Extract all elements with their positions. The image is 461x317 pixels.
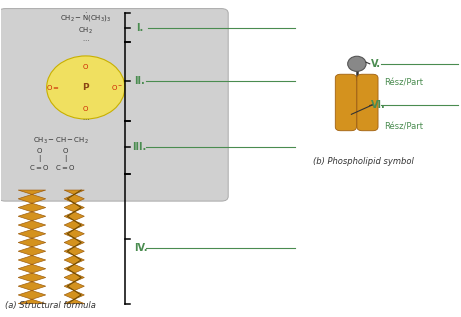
Text: $\sf{O{=}}$: $\sf{O{=}}$ xyxy=(47,83,60,92)
FancyBboxPatch shape xyxy=(357,74,378,131)
Text: $\sf{\cdots}$: $\sf{\cdots}$ xyxy=(82,38,89,43)
Ellipse shape xyxy=(348,56,366,71)
Text: II.: II. xyxy=(134,76,145,86)
Text: $\sf{C{=}O}$: $\sf{C{=}O}$ xyxy=(55,163,75,172)
Text: (a) Structural formula: (a) Structural formula xyxy=(5,301,96,310)
Text: III.: III. xyxy=(132,142,146,152)
Text: $\sf{\cdots}$: $\sf{\cdots}$ xyxy=(82,116,89,121)
FancyBboxPatch shape xyxy=(0,9,228,201)
Text: IV.: IV. xyxy=(134,243,148,254)
Text: $\sf{C{=}O}$: $\sf{C{=}O}$ xyxy=(30,163,50,172)
FancyBboxPatch shape xyxy=(335,74,356,131)
Ellipse shape xyxy=(47,56,125,119)
Text: VI.: VI. xyxy=(371,100,385,111)
Text: O: O xyxy=(83,64,89,70)
Text: O: O xyxy=(83,106,89,112)
Text: $\sf{CH_2}$: $\sf{CH_2}$ xyxy=(78,26,93,36)
Text: $\sf{O^-}$: $\sf{O^-}$ xyxy=(111,83,123,92)
Text: I.: I. xyxy=(136,23,143,33)
Text: Rész/Part: Rész/Part xyxy=(384,78,424,87)
Text: V.: V. xyxy=(371,59,381,69)
Polygon shape xyxy=(18,190,46,304)
Text: Rész/Part: Rész/Part xyxy=(384,122,424,132)
Text: P: P xyxy=(83,83,89,92)
Text: O: O xyxy=(62,148,68,154)
Text: (b) Phospholipid symbol: (b) Phospholipid symbol xyxy=(313,157,414,166)
Text: $\sf{CH_3 - CH - CH_2}$: $\sf{CH_3 - CH - CH_2}$ xyxy=(33,136,89,146)
Text: $\sf{CH_2 - \dot{N}(CH_3)_3}$: $\sf{CH_2 - \dot{N}(CH_3)_3}$ xyxy=(60,12,111,24)
Text: |: | xyxy=(39,155,41,162)
Polygon shape xyxy=(64,190,84,304)
Text: O: O xyxy=(37,148,42,154)
Text: |: | xyxy=(64,155,66,162)
